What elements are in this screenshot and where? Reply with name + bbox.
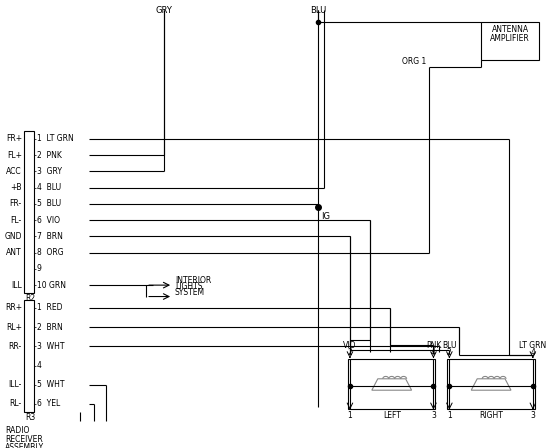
Bar [24,131,34,293]
Text: 1  LT GRN: 1 LT GRN [37,134,74,143]
Text: ANT: ANT [6,248,22,257]
Text: RL-: RL- [10,400,22,409]
Bar [24,300,34,412]
Text: 9: 9 [37,264,42,273]
Text: 1: 1 [447,411,452,420]
Text: RIGHT: RIGHT [479,411,503,420]
Text: 4: 4 [431,348,436,357]
Text: GND: GND [4,232,22,241]
Text: ANTENNA: ANTENNA [492,25,529,34]
Text: 2  PNK: 2 PNK [37,151,62,159]
Text: ACC: ACC [6,167,22,176]
Text: 5  WHT: 5 WHT [37,380,64,389]
Text: 10 GRN: 10 GRN [37,280,66,289]
Text: R2: R2 [25,294,35,303]
Text: BLU: BLU [310,6,326,15]
Text: RR+: RR+ [5,303,22,312]
Text: RECEIVER: RECEIVER [5,435,43,444]
Text: 3: 3 [431,411,436,420]
Text: 7  BRN: 7 BRN [37,232,63,241]
Text: RL+: RL+ [6,323,22,332]
Text: 6  YEL: 6 YEL [37,400,60,409]
Text: 4: 4 [530,348,535,357]
Text: INTERIOR: INTERIOR [175,276,211,285]
Text: 3  GRY: 3 GRY [37,167,62,176]
Text: 4  BLU: 4 BLU [37,183,61,192]
Text: PNK: PNK [426,341,441,350]
Text: FL-: FL- [10,215,22,224]
Text: GRY: GRY [156,6,173,15]
Text: VIO: VIO [343,341,356,350]
Text: 6  VIO: 6 VIO [37,215,60,224]
Text: ILL-: ILL- [8,380,22,389]
Text: ASSEMBLY: ASSEMBLY [5,443,44,448]
Text: RADIO: RADIO [5,426,29,435]
Text: LEFT: LEFT [383,411,400,420]
Text: 1: 1 [348,411,353,420]
Text: +B: +B [10,183,22,192]
Bar [348,359,436,409]
Bar [447,359,535,409]
Text: 5  BLU: 5 BLU [37,199,61,208]
Text: 3: 3 [530,411,535,420]
Text: AMPLIFIER: AMPLIFIER [490,34,530,43]
Text: RR-: RR- [9,342,22,351]
Text: R3: R3 [25,413,35,422]
Text: BLU: BLU [442,341,456,350]
Text: LT GRN: LT GRN [519,341,547,350]
Text: ORG 1: ORG 1 [402,57,426,66]
Text: LIGHTS: LIGHTS [175,282,202,291]
Text: ILL: ILL [11,280,22,289]
Text: 4: 4 [37,361,42,370]
Text: SYSTEM: SYSTEM [175,288,205,297]
Text: FR+: FR+ [6,134,22,143]
Text: 2: 2 [348,348,353,357]
Text: FL+: FL+ [7,151,22,159]
Text: FR-: FR- [10,199,22,208]
Text: 8  ORG: 8 ORG [37,248,63,257]
Bar [481,22,539,60]
Text: 2  BRN: 2 BRN [37,323,63,332]
Text: 2: 2 [447,348,452,357]
Text: 3  WHT: 3 WHT [37,342,64,351]
Text: IG: IG [321,212,330,221]
Text: 1  RED: 1 RED [37,303,62,312]
